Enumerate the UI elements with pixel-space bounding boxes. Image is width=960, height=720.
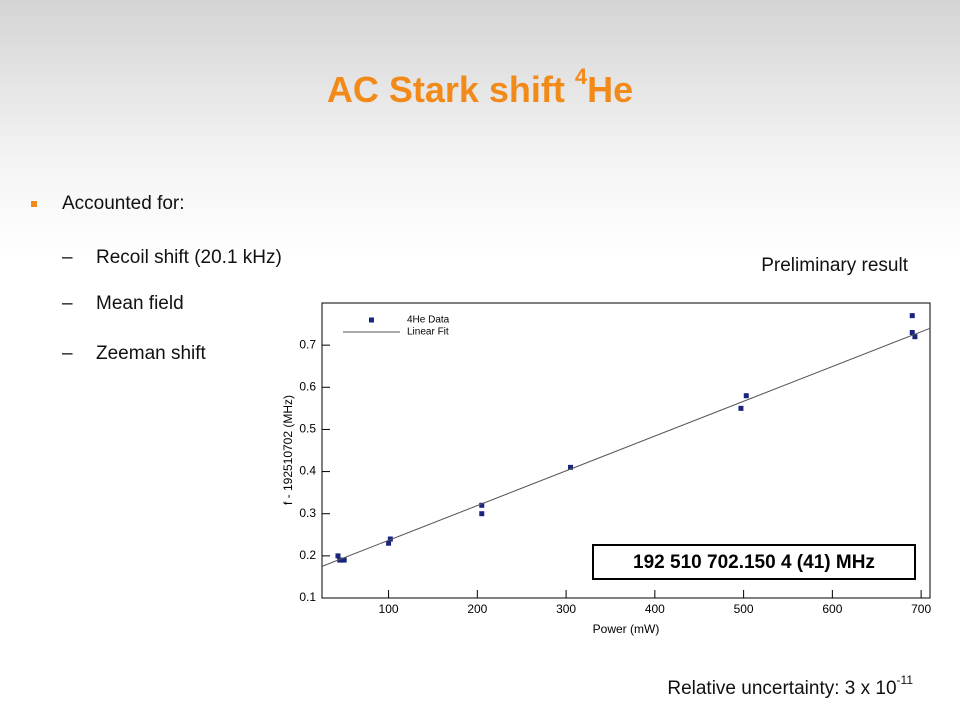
uncertainty-sup: -11 <box>897 673 914 687</box>
fit-line <box>321 327 931 567</box>
slide-title: AC Stark shift 4He <box>327 64 633 110</box>
bullet: Accounted for: <box>62 193 185 214</box>
uncertainty: Relative uncertainty: 3 x 10-11 <box>667 673 913 699</box>
data-point <box>387 536 393 542</box>
data-point <box>568 464 574 470</box>
dash: – <box>62 293 73 314</box>
y-tick-label: 0.4 <box>299 464 316 478</box>
title-sup: 4 <box>575 64 588 89</box>
plot-frame <box>321 302 931 599</box>
title-after: He <box>587 69 633 110</box>
preliminary: Preliminary result <box>761 255 908 276</box>
x-axis-label: Power (mW) <box>593 622 660 636</box>
dash: – <box>62 343 73 364</box>
x-tick-label: 100 <box>379 602 399 616</box>
data-point <box>479 502 485 508</box>
legend-label: 4He Data <box>407 315 450 326</box>
y-tick-label: 0.1 <box>299 590 316 604</box>
data-point <box>738 405 744 411</box>
data-point <box>743 393 749 399</box>
data-point <box>335 553 341 559</box>
x-tick-label: 700 <box>911 602 931 616</box>
subitem: Zeeman shift <box>96 343 207 364</box>
data-point <box>909 330 915 335</box>
data-point <box>909 313 915 319</box>
x-tick-label: 400 <box>645 602 665 616</box>
subitem: Recoil shift (20.1 kHz) <box>96 247 282 268</box>
plot-background <box>275 296 935 640</box>
bullet-marker <box>31 201 37 207</box>
y-tick-label: 0.5 <box>299 422 316 436</box>
dash: – <box>62 247 73 268</box>
data-point <box>341 557 347 563</box>
data-point <box>912 334 918 340</box>
uncertainty-text: Relative uncertainty: 3 x 10 <box>667 678 896 699</box>
subitem: Mean field <box>96 293 184 314</box>
y-tick-label: 0.6 <box>299 379 316 393</box>
data-point <box>386 540 392 546</box>
x-tick-label: 600 <box>822 602 842 616</box>
data-point <box>339 557 345 563</box>
x-tick-label: 500 <box>734 602 754 616</box>
legend-swatch <box>369 317 374 323</box>
y-tick-label: 0.3 <box>299 506 316 520</box>
annotation-box <box>592 544 916 580</box>
data-point <box>479 511 485 517</box>
x-tick-label: 300 <box>556 602 576 616</box>
legend-label: Linear Fit <box>407 327 449 338</box>
y-tick-label: 0.7 <box>299 337 316 351</box>
x-tick-label: 200 <box>467 602 487 616</box>
annotation: 192 510 702.150 4 (41) MHz <box>633 552 875 573</box>
title-text: AC Stark shift <box>327 69 575 110</box>
y-axis-label: f - 192510702 (MHz) <box>281 395 295 505</box>
y-tick-label: 0.2 <box>299 548 316 562</box>
